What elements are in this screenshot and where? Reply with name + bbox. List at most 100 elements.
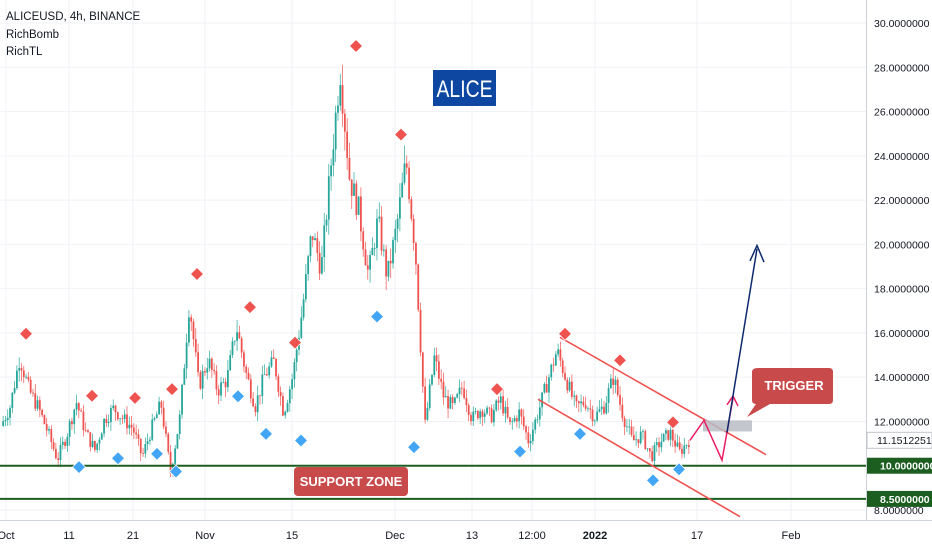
- candle-body: [545, 383, 548, 393]
- candle-body: [153, 418, 156, 420]
- candle-body: [6, 417, 9, 421]
- candle-body: [330, 165, 332, 177]
- rich-bomb-top-marker: [393, 127, 409, 142]
- candle-body: [410, 199, 413, 219]
- candle-body: [155, 414, 158, 419]
- candle-body: [300, 317, 303, 338]
- candle-body: [552, 364, 555, 366]
- candle-body: [343, 113, 346, 132]
- candle-body: [428, 384, 431, 409]
- candle-body: [185, 342, 188, 369]
- candle-body: [132, 427, 135, 433]
- candle-body: [229, 355, 232, 371]
- candle-body: [204, 371, 206, 373]
- candle-body: [217, 389, 220, 396]
- candle-body: [167, 433, 170, 452]
- candle-body: [346, 131, 349, 158]
- candle-body: [224, 381, 227, 388]
- candle-body: [38, 400, 41, 410]
- candle-body: [169, 451, 172, 473]
- candle-body: [282, 396, 284, 416]
- candle-body: [584, 405, 587, 409]
- candle-body: [54, 449, 57, 459]
- candle-body: [311, 236, 314, 241]
- rich-bomb-bottom-marker: [149, 446, 165, 461]
- candle-body: [139, 438, 142, 454]
- candle-body: [394, 228, 397, 241]
- candle-body: [532, 429, 534, 441]
- candle-body: [387, 260, 390, 277]
- candle-body: [589, 408, 592, 410]
- symbol-line[interactable]: ALICEUSD, 4h, BINANCE: [6, 11, 141, 23]
- candle-body: [25, 376, 27, 378]
- candle-body: [130, 424, 133, 428]
- price-tick-label: 14.0000000: [874, 372, 930, 384]
- candle-body: [587, 408, 589, 410]
- candle-body: [685, 445, 688, 446]
- candle-body: [392, 240, 394, 264]
- candle-body: [600, 406, 603, 410]
- candle-body: [433, 355, 436, 375]
- rich-bomb-bottom-marker: [645, 473, 661, 488]
- time-tick-label: 2022: [583, 530, 607, 542]
- candle-body: [91, 441, 94, 447]
- candle-body: [593, 420, 596, 422]
- candle-body: [22, 370, 25, 378]
- candle-body: [68, 421, 71, 437]
- candle-body: [568, 381, 571, 391]
- candle-body: [380, 216, 383, 251]
- rich-bomb-top-marker: [242, 300, 258, 315]
- rich-bomb-bottom-marker: [258, 426, 274, 441]
- candle-body: [525, 426, 527, 433]
- time-tick-label: 13: [466, 530, 478, 542]
- candle-body: [623, 418, 626, 427]
- candle-body: [463, 388, 466, 398]
- candle-body: [160, 401, 163, 408]
- candle-body: [378, 216, 381, 219]
- candle-body: [465, 397, 468, 406]
- candle-body: [518, 409, 521, 422]
- candle-body: [279, 391, 282, 397]
- rich-bomb-top-marker: [348, 38, 364, 54]
- candle-body: [314, 238, 316, 241]
- candle-body: [504, 406, 507, 414]
- candle-body: [662, 433, 665, 442]
- candle-body: [45, 424, 48, 431]
- candle-body: [105, 418, 108, 424]
- candle-body: [548, 377, 550, 393]
- price-axis[interactable]: 8.0000000 10.0000000 12.0000000 14.0000000 1…: [866, 0, 932, 550]
- candle-body: [573, 395, 576, 397]
- candle-body: [398, 197, 401, 219]
- candle-body: [208, 358, 211, 369]
- indicator-richtl[interactable]: RichTL: [6, 46, 43, 58]
- candle-body: [564, 373, 566, 380]
- projection-arrow-line[interactable]: [726, 248, 758, 433]
- candle-body: [103, 418, 105, 434]
- candle-body: [674, 440, 676, 447]
- candle-body: [626, 426, 628, 428]
- channel-lower-line[interactable]: [537, 398, 741, 518]
- candle-body: [254, 406, 257, 413]
- price-tick-label: 26.0000000: [874, 107, 930, 119]
- candle-body: [158, 401, 160, 415]
- time-tick-label: Oct: [0, 530, 15, 542]
- candle-body: [11, 392, 14, 408]
- title-badge-text: ALICE: [437, 76, 493, 103]
- candle-body: [683, 445, 686, 454]
- candle-body: [192, 321, 195, 340]
- candle-body: [243, 352, 245, 367]
- time-axis[interactable]: Oct 11 21 Nov 15 Dec 13 12:00 2022 17 Feb: [0, 520, 932, 543]
- price-tick-label: 18.0000000: [874, 284, 930, 296]
- indicator-richbomb[interactable]: RichBomb: [6, 28, 60, 41]
- candle-body: [357, 196, 360, 215]
- candle-body: [89, 432, 92, 447]
- candle-body: [268, 366, 271, 376]
- candle-body: [609, 378, 612, 389]
- channel-upper-line[interactable]: [559, 336, 767, 456]
- candle-body: [29, 379, 32, 393]
- candle-body: [247, 372, 250, 380]
- candle-body: [32, 392, 34, 394]
- candle-body: [417, 264, 420, 310]
- candle-body: [165, 426, 167, 434]
